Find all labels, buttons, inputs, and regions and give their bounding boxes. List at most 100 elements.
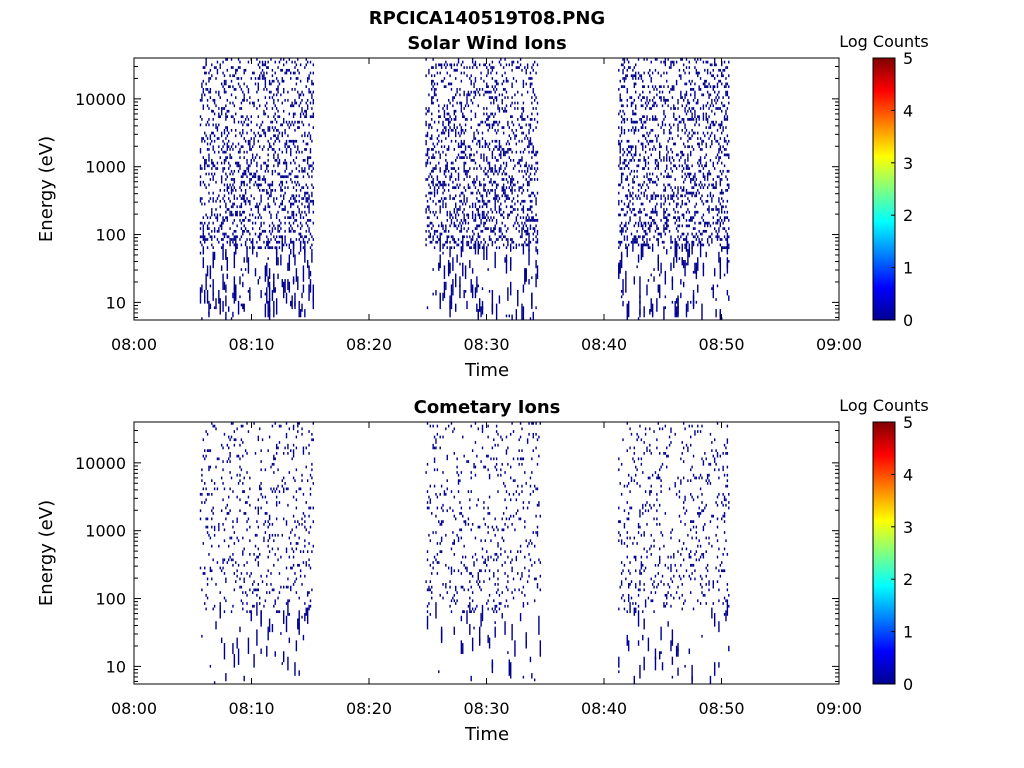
spectrogram-cell	[529, 178, 532, 181]
spectrogram-cell	[502, 126, 505, 129]
spectrogram-cell	[694, 82, 696, 86]
spectrogram-cell	[213, 528, 216, 532]
spectrogram-cell	[273, 199, 275, 203]
spectrogram-cell	[531, 199, 533, 203]
spectrogram-cell	[223, 142, 226, 146]
spectrogram-cell	[663, 118, 665, 121]
spectrogram-cell	[677, 229, 679, 233]
spectrogram-cell	[260, 506, 262, 510]
spectrogram-cell	[428, 93, 430, 97]
spectrogram-cell	[226, 115, 228, 119]
spectrogram-cell	[292, 454, 295, 458]
spectrogram-cell	[711, 101, 713, 105]
spectrogram-cell	[626, 148, 628, 151]
spectrogram-cell	[309, 599, 312, 603]
spectrogram-cell	[670, 131, 672, 135]
spectrogram-cell	[274, 287, 276, 293]
spectrogram-cell	[646, 175, 648, 179]
spectrogram-cell	[225, 506, 227, 510]
spectrogram-cell	[657, 257, 659, 263]
spectrogram-cell	[212, 145, 214, 149]
spectrogram-cell	[709, 134, 712, 138]
spectrogram-cell	[637, 317, 640, 320]
spectrogram-cell	[235, 134, 237, 138]
spectrogram-cell	[471, 58, 474, 61]
spectrogram-cell	[657, 284, 659, 293]
spectrogram-cell	[463, 167, 465, 170]
spectrogram-cell	[260, 216, 262, 220]
spectrogram-cell	[713, 227, 716, 230]
spectrogram-cell	[636, 197, 638, 200]
spectrogram-cell	[633, 235, 636, 239]
spectrogram-cell	[263, 161, 265, 165]
spectrogram-cell	[256, 205, 258, 209]
spectrogram-cell	[457, 172, 460, 176]
spectrogram-cell	[667, 85, 669, 89]
spectrogram-cell	[490, 112, 492, 116]
spectrogram-cell	[620, 229, 623, 233]
spectrogram-cell	[256, 629, 258, 646]
spectrogram-cell	[478, 139, 481, 143]
spectrogram-cell	[291, 240, 293, 244]
spectrogram-cell	[692, 178, 695, 181]
spectrogram-cell	[501, 82, 503, 86]
spectrogram-cell	[626, 194, 628, 198]
spectrogram-cell	[309, 506, 312, 510]
spectrogram-cell	[511, 115, 513, 119]
spectrogram-cell	[305, 197, 307, 200]
spectrogram-cell	[531, 150, 533, 154]
spectrogram-cell	[275, 298, 278, 315]
spectrogram-cell	[285, 68, 288, 72]
spectrogram-cell	[243, 172, 245, 176]
spectrogram-cell	[712, 164, 714, 168]
spectrogram-cell	[460, 71, 463, 75]
spectrogram-cell	[302, 139, 305, 143]
spectrogram-cell	[445, 126, 447, 129]
spectrogram-cell	[493, 148, 495, 151]
spectrogram-cell	[619, 229, 621, 233]
spectrogram-cell	[431, 585, 433, 589]
spectrogram-cell	[526, 227, 529, 230]
spectrogram-cell	[711, 142, 713, 146]
spectrogram-cell	[668, 128, 671, 132]
spectrogram-cell	[209, 265, 212, 280]
spectrogram-cell	[244, 243, 247, 247]
spectrogram-cell	[473, 178, 475, 181]
spectrogram-cell	[649, 131, 651, 135]
spectrogram-cell	[687, 240, 689, 244]
spectrogram-cell	[449, 224, 451, 228]
spectrogram-cell	[309, 164, 312, 168]
spectrogram-cell	[447, 229, 450, 233]
spectrogram-cell	[226, 443, 228, 447]
spectrogram-cell	[223, 194, 226, 198]
spectrogram-cell	[282, 517, 285, 521]
spectrogram-cell	[478, 243, 481, 247]
spectrogram-cell	[620, 175, 623, 179]
spectrogram-cell	[306, 161, 309, 165]
spectrogram-cell	[253, 131, 255, 135]
spectrogram-cell	[257, 208, 260, 211]
spectrogram-cell	[280, 424, 282, 428]
spectrogram-cell	[467, 90, 470, 94]
spectrogram-cell	[429, 137, 432, 140]
spectrogram-cell	[285, 435, 288, 439]
spectrogram-cell	[474, 243, 477, 247]
spectrogram-cell	[219, 602, 221, 605]
spectrogram-cell	[712, 120, 714, 124]
spectrogram-cell	[629, 219, 631, 222]
spectrogram-cell	[456, 126, 458, 129]
spectrogram-cell	[695, 202, 698, 206]
spectrogram-cell	[675, 249, 678, 263]
spectrogram-cell	[642, 243, 644, 258]
spectrogram-cell	[257, 85, 260, 89]
spectrogram-cell	[718, 90, 720, 94]
spectrogram-cell	[439, 205, 441, 209]
spectrogram-cell	[487, 118, 489, 121]
spectrogram-cell	[640, 210, 643, 214]
spectrogram-cell	[299, 189, 302, 192]
spectrogram-cell	[199, 566, 202, 570]
spectrogram-cell	[715, 96, 717, 99]
spectrogram-cell	[651, 303, 654, 318]
spectrogram-cell	[311, 199, 313, 203]
spectrogram-cell	[467, 145, 470, 149]
